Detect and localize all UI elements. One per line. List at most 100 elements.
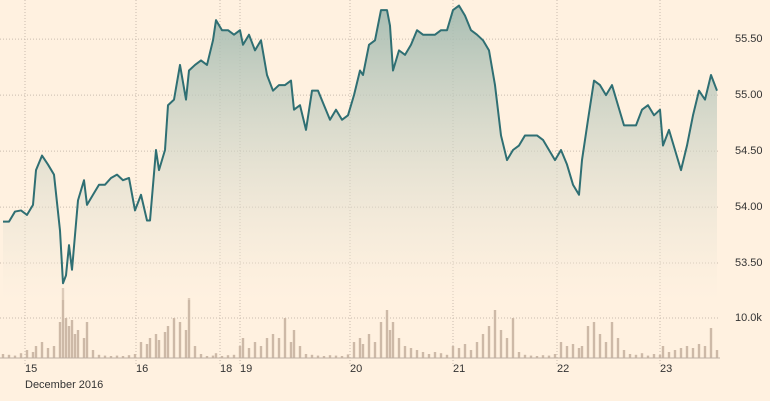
volume-bar bbox=[463, 344, 467, 358]
volume-bar bbox=[511, 318, 515, 358]
x-tick-label: 21 bbox=[453, 363, 465, 375]
volume-bar bbox=[559, 342, 563, 358]
volume-bar bbox=[145, 344, 149, 358]
volume-bar bbox=[166, 326, 170, 358]
volume-bar bbox=[373, 342, 377, 358]
price-line bbox=[3, 4, 718, 285]
volume-bar bbox=[58, 322, 62, 358]
volume-bar bbox=[505, 338, 509, 358]
volume-bar bbox=[577, 348, 581, 358]
volume-bar bbox=[388, 330, 392, 358]
volume-bar bbox=[109, 356, 113, 358]
volume-bar bbox=[487, 326, 491, 358]
volume-bar bbox=[76, 330, 80, 358]
volume-bar bbox=[361, 344, 365, 358]
volume-bar bbox=[592, 322, 596, 358]
volume-bar bbox=[709, 328, 713, 358]
volume-bar bbox=[283, 318, 287, 358]
y-tick-label: 10.0k bbox=[735, 312, 762, 324]
volume-bar bbox=[67, 326, 71, 358]
x-tick-label: 22 bbox=[557, 363, 569, 375]
volume-bar bbox=[715, 350, 719, 358]
volume-bar bbox=[133, 354, 137, 358]
volume-bar bbox=[187, 298, 191, 358]
volume-bar bbox=[421, 352, 425, 358]
volume-bar bbox=[148, 338, 152, 358]
volume-bar bbox=[640, 353, 644, 358]
volume-bar bbox=[403, 346, 407, 358]
volume-bar bbox=[604, 342, 608, 358]
volume-bar bbox=[115, 355, 119, 358]
volume-bar bbox=[628, 354, 632, 358]
volume-bar bbox=[271, 334, 275, 358]
volume-bar bbox=[427, 354, 431, 358]
volume-bar bbox=[433, 352, 437, 358]
x-tick-label: 16 bbox=[136, 363, 148, 375]
volume-bar bbox=[367, 334, 371, 358]
volume-bar bbox=[193, 346, 197, 358]
volume-bar bbox=[493, 310, 497, 358]
volume-bar bbox=[646, 355, 650, 358]
volume-bar bbox=[238, 346, 242, 358]
volume-bar bbox=[409, 348, 413, 358]
volume-bar bbox=[547, 355, 551, 358]
volume-bar bbox=[358, 338, 362, 358]
volume-bar bbox=[385, 310, 389, 358]
volume-bar bbox=[541, 355, 545, 358]
volume-bar bbox=[253, 342, 257, 358]
volume-bar bbox=[211, 355, 215, 358]
y-tick-label: 54.50 bbox=[735, 145, 763, 157]
volume-bar bbox=[40, 342, 44, 358]
volume-bar bbox=[445, 354, 449, 358]
x-tick-label: 19 bbox=[240, 363, 252, 375]
volume-bar bbox=[652, 354, 656, 358]
volume-bar bbox=[91, 350, 95, 358]
volume-bar bbox=[178, 322, 182, 358]
volume-bar bbox=[697, 344, 701, 358]
volume-bar bbox=[316, 355, 320, 358]
volume-bar bbox=[598, 334, 602, 358]
volume-bar bbox=[61, 288, 65, 358]
volume-bar bbox=[529, 355, 533, 358]
volume-bar bbox=[439, 353, 443, 358]
volume-bar bbox=[622, 350, 626, 358]
volume-bar bbox=[163, 332, 167, 358]
volume-bar bbox=[70, 320, 74, 358]
volume-bar bbox=[310, 354, 314, 358]
volume-bar bbox=[346, 354, 350, 358]
volume-bar bbox=[220, 356, 224, 358]
volume-bar bbox=[31, 352, 35, 358]
volume-bar bbox=[415, 350, 419, 358]
volume-bar bbox=[1, 354, 5, 358]
volume-bar bbox=[691, 348, 695, 358]
volume-bar bbox=[340, 356, 344, 358]
volume-bar bbox=[184, 330, 188, 358]
volume-bar bbox=[82, 338, 86, 358]
volume-bar bbox=[214, 353, 218, 358]
volume-bar bbox=[298, 346, 302, 358]
volume-bar bbox=[292, 330, 296, 358]
volume-bar bbox=[304, 354, 308, 358]
volume-bar bbox=[703, 346, 707, 358]
volume-bar bbox=[64, 318, 68, 358]
volume-bar bbox=[97, 354, 101, 358]
volume-bar bbox=[154, 334, 158, 358]
x-tick-label: 20 bbox=[350, 363, 362, 375]
y-tick-label: 53.50 bbox=[735, 257, 763, 269]
volume-bar bbox=[322, 356, 326, 358]
y-tick-label: 54.00 bbox=[735, 201, 763, 213]
volume-bar bbox=[199, 354, 203, 358]
volume-bar bbox=[685, 346, 689, 358]
volume-bar bbox=[259, 346, 263, 358]
volume-bar bbox=[85, 322, 89, 358]
volume-bar bbox=[457, 348, 461, 358]
volume-bar bbox=[25, 350, 29, 358]
volume-bar bbox=[13, 355, 17, 358]
volume-bar bbox=[334, 355, 338, 358]
volume-bar bbox=[475, 342, 479, 358]
volume-bar bbox=[658, 354, 662, 358]
volume-bar bbox=[103, 355, 107, 358]
x-tick-label: 23 bbox=[660, 363, 672, 375]
volume-bar bbox=[667, 352, 671, 358]
